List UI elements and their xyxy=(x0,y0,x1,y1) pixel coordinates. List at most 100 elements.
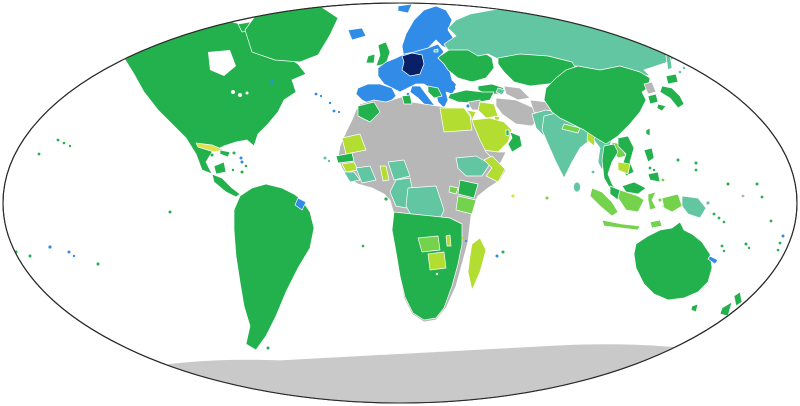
region-curacao xyxy=(231,168,235,172)
region-germany xyxy=(401,52,425,77)
region-madagascar xyxy=(467,237,487,291)
region-solomon-islands xyxy=(717,216,721,220)
region-cape-verde xyxy=(323,156,327,160)
region-sao-tome xyxy=(384,197,388,201)
lesotho-outline xyxy=(435,272,439,276)
region-micronesia xyxy=(694,161,698,165)
region-solomon-islands xyxy=(712,212,716,216)
region-st-pierre xyxy=(270,80,274,84)
region-moluccas xyxy=(658,198,662,202)
region-alaska xyxy=(59,23,117,61)
region-tasmania xyxy=(690,303,699,313)
region-southern-africa xyxy=(391,211,463,321)
region-cyprus xyxy=(466,104,470,108)
region-arctic-islands xyxy=(214,11,233,23)
region-wallis-west xyxy=(48,245,52,249)
region-visayas xyxy=(652,168,656,172)
region-senegal xyxy=(335,152,355,164)
region-tonga-west xyxy=(28,254,32,258)
region-taiwan xyxy=(645,127,651,137)
region-ethiopia xyxy=(455,155,491,177)
region-australia xyxy=(633,221,713,301)
region-azores xyxy=(314,92,318,96)
region-new-britain xyxy=(706,201,710,205)
region-south-korea xyxy=(647,93,659,105)
region-seychelles xyxy=(511,194,515,198)
region-luzon xyxy=(643,147,655,163)
region-north-korea xyxy=(643,81,657,95)
region-iran xyxy=(495,97,541,127)
region-new-caledonia xyxy=(707,255,719,265)
region-canary-islands xyxy=(337,110,341,114)
region-cook-islands xyxy=(96,262,100,266)
region-andaman-islands xyxy=(591,170,595,174)
region-madeira xyxy=(328,101,332,105)
region-aleutians xyxy=(52,60,56,64)
region-egypt xyxy=(439,107,473,133)
region-oman-uae xyxy=(507,131,523,153)
region-kaliningrad xyxy=(433,48,439,53)
region-malaysia xyxy=(609,185,621,201)
region-mindanao xyxy=(647,171,661,183)
region-jamaica xyxy=(210,153,214,157)
region-new-zealand-north xyxy=(733,291,743,307)
region-turkey xyxy=(447,89,495,104)
black-sea xyxy=(455,81,481,93)
region-mayotte xyxy=(464,239,468,243)
region-kiribati xyxy=(755,182,759,186)
region-canary-islands xyxy=(332,109,336,113)
region-micronesia xyxy=(694,168,698,172)
region-west-new-guinea xyxy=(661,193,683,213)
region-martinique xyxy=(240,160,244,164)
region-timor xyxy=(649,219,663,229)
region-tuvalu xyxy=(760,195,764,199)
region-south-america xyxy=(233,183,315,351)
region-arctic-islands xyxy=(149,17,173,31)
region-central-america xyxy=(211,173,241,198)
region-visayas xyxy=(648,166,652,170)
region-tunisia xyxy=(401,94,413,105)
region-hispaniola xyxy=(219,149,231,158)
region-japan-kyushu xyxy=(656,103,667,112)
region-kenya xyxy=(457,179,479,199)
region-french-polynesia xyxy=(72,254,76,258)
region-wallis-futuna xyxy=(781,234,785,238)
region-bahamas xyxy=(226,137,230,141)
region-somalia xyxy=(483,155,506,183)
region-puerto-rico xyxy=(232,151,236,155)
region-tonga xyxy=(776,248,780,252)
region-hawaii xyxy=(68,144,72,148)
region-qatar xyxy=(505,129,510,137)
region-malawi xyxy=(445,234,452,247)
region-guadeloupe xyxy=(239,156,243,160)
region-nepal xyxy=(561,123,581,134)
region-reunion xyxy=(495,254,499,258)
region-vanuatu xyxy=(720,244,724,248)
region-galapagos xyxy=(168,210,172,214)
region-aleutians xyxy=(44,64,48,68)
region-benin xyxy=(379,165,390,182)
region-fiji xyxy=(744,242,748,246)
region-vanuatu xyxy=(722,249,726,253)
region-trinidad xyxy=(240,170,244,174)
region-mauritania xyxy=(341,133,367,155)
region-yucatan xyxy=(213,161,227,175)
region-corsica xyxy=(406,92,410,96)
great-lakes xyxy=(245,91,249,95)
region-svalbard xyxy=(397,3,413,14)
region-sulawesi xyxy=(647,191,657,211)
region-kuril-islands xyxy=(682,66,686,70)
region-iraq xyxy=(477,101,499,119)
region-morocco xyxy=(357,101,381,123)
region-borneo-north xyxy=(621,181,647,195)
hudson-bay xyxy=(208,50,236,76)
region-french-guiana xyxy=(294,197,307,211)
region-azerbaijan xyxy=(495,87,506,96)
great-lakes xyxy=(238,93,242,97)
region-nigeria xyxy=(387,159,411,181)
region-uganda xyxy=(448,185,459,195)
region-china-mongolia xyxy=(543,65,651,145)
region-sumatra xyxy=(589,187,619,217)
region-marshall-islands xyxy=(726,182,730,186)
